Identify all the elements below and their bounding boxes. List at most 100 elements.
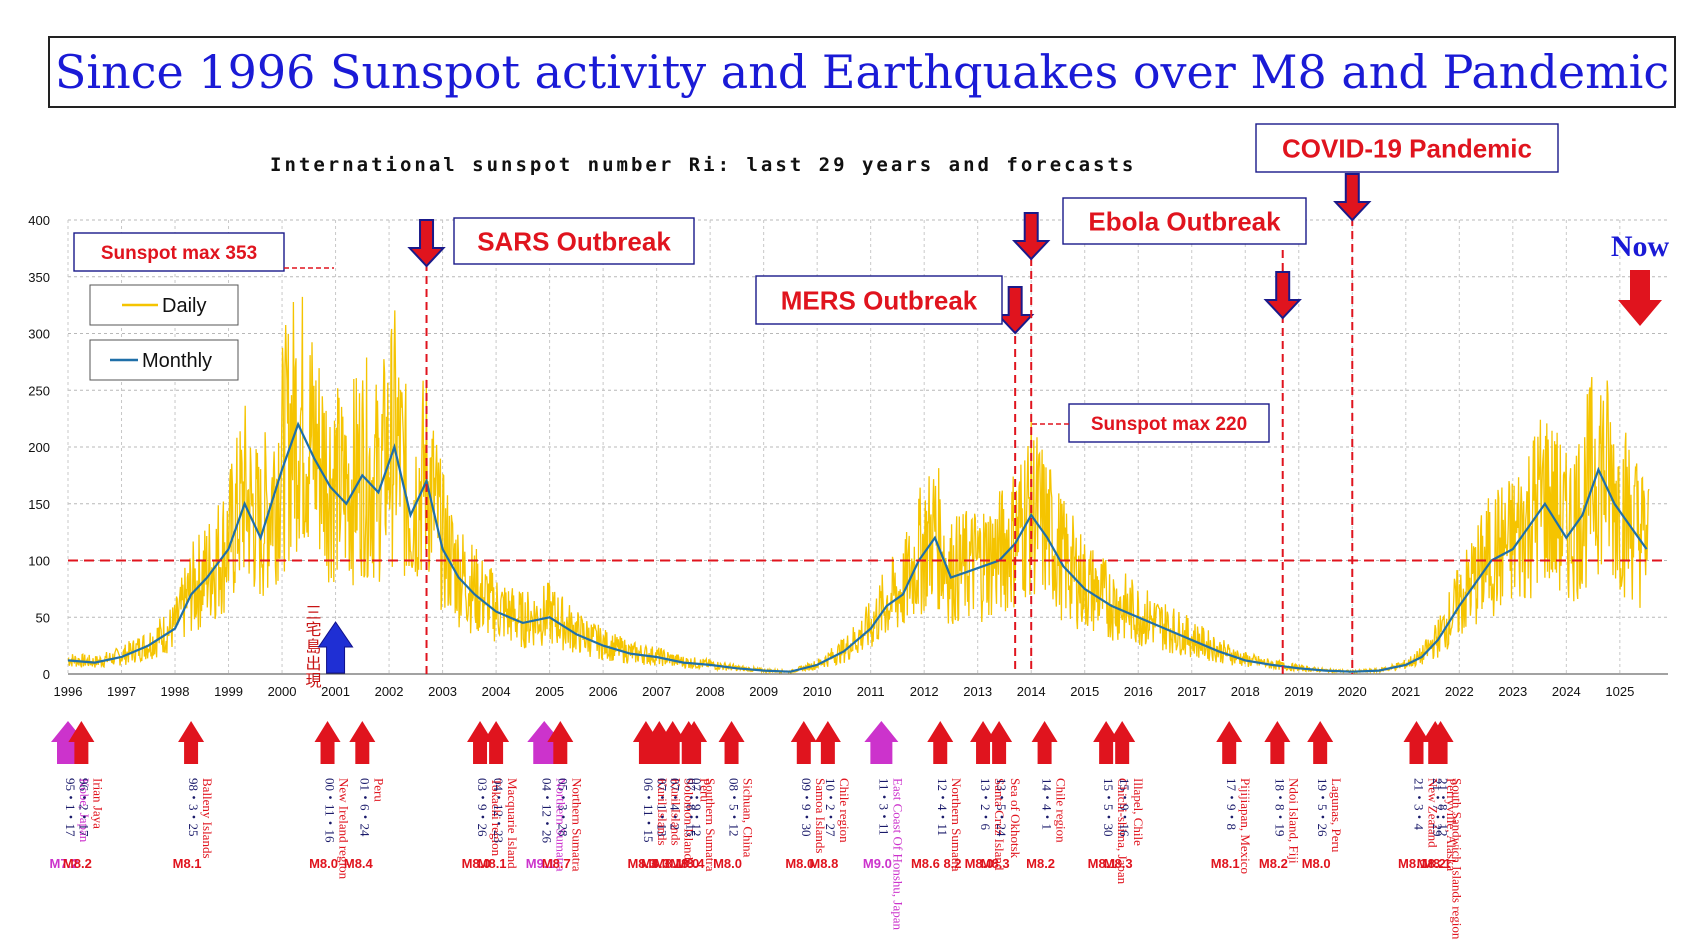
quake-label: 17・9・8 Pijijiapan, Mexico: [1224, 778, 1253, 874]
quake-place: Sea of Okhotsk: [1008, 778, 1023, 859]
ebola-outbreak-label: Ebola Outbreak: [1088, 206, 1281, 236]
quake-date: 14・4・1: [1040, 778, 1055, 830]
quake-arrow: [864, 721, 899, 764]
quake-magnitude: M8.0: [713, 856, 742, 871]
quake-mag-group: M8.0: [965, 856, 994, 871]
quake-place: New Ireland region: [337, 778, 352, 880]
quake-magnitude: M8.3: [981, 856, 1010, 871]
quake-mag-group: M8.0: [785, 856, 814, 871]
quake-magnitude: M8.0: [670, 856, 699, 871]
quake-date: 96・2・17: [76, 778, 91, 837]
x-tick-label: 2002: [375, 684, 404, 699]
quake-place: Solomon Islands: [682, 778, 697, 865]
quake-magnitude: M8.8: [809, 856, 838, 871]
quake-label: 04・12・23 Macquarie Island: [491, 778, 520, 869]
x-tick-label: 2022: [1445, 684, 1474, 699]
monthly-series-line: [67, 421, 1648, 673]
quake-place: Peru: [371, 778, 386, 802]
quake-magnitude: M8.2: [1259, 856, 1288, 871]
quake-label: 21・8・12 South Sandwich Islands region: [1436, 778, 1465, 940]
quake-magnitude: M8.1: [1422, 856, 1451, 871]
quake-place: Pijijiapan, Mexico: [1238, 778, 1253, 874]
quake-label: 19・5・26 Lagunas, Peru: [1315, 778, 1344, 853]
quake-label: 07・8・15 Peru: [684, 778, 713, 837]
quake-magnitude: M8.6 8.2: [911, 856, 962, 871]
legend-daily-box: [89, 284, 239, 326]
quake-label: 10・2・27 Chile region: [823, 778, 852, 843]
quake-arrow: [927, 721, 954, 764]
quake-arrow: [1093, 721, 1120, 764]
quake-label: 96・2・17 Irian Jaya: [76, 778, 105, 837]
x-tick-label: 1998: [161, 684, 190, 699]
quake-place: Northern Sumatra: [553, 778, 568, 872]
quake-place: Chile region: [1054, 778, 1069, 843]
quake-magnitude: M8.0: [309, 856, 338, 871]
legend-daily-label: Daily: [162, 295, 206, 317]
kanji-char: 宅: [306, 620, 322, 639]
kanji-char: 出: [306, 654, 322, 673]
y-tick-label: 350: [28, 270, 50, 285]
quake-arrow: [1307, 721, 1334, 764]
x-tick-label: 2011: [857, 684, 885, 699]
x-tick-label: 2024: [1552, 684, 1581, 699]
quake-label: 01・6・24 Peru: [357, 778, 386, 837]
kanji-char: 三: [306, 603, 322, 622]
quake-arrow: [314, 721, 341, 764]
quake-mag-group: M8.6 8.2: [911, 856, 962, 871]
quake-date: 07・4・2: [668, 778, 683, 830]
x-tick-label: 2000: [268, 684, 297, 699]
quake-magnitude: M8.3: [641, 856, 670, 871]
sunspot-max-220-box: [1068, 403, 1270, 443]
quake-magnitude: M8.2: [63, 856, 92, 871]
quake-date: 15・5・30: [1101, 778, 1116, 837]
x-tick-label: 2023: [1498, 684, 1527, 699]
quake-place: Sichuan, China: [741, 778, 756, 858]
ebola-outbreak-box: [1062, 197, 1307, 245]
blue-up-arrow: [317, 621, 354, 674]
quake-arrow: [1216, 721, 1243, 764]
quake-mag-group: M8.2: [1417, 856, 1446, 871]
x-tick-label: 2005: [535, 684, 564, 699]
x-tick-label: 2007: [642, 684, 671, 699]
sunspot-max-353-box: [73, 232, 285, 272]
quake-date: 07・1・13: [654, 778, 669, 837]
quake-label: 07・4・2 Solomon Islands: [668, 778, 697, 865]
quake-magnitude: M8.3: [1104, 856, 1133, 871]
quake-place: East Coast Of Honshu, Japan: [890, 778, 905, 931]
ebola-arrow: [1011, 212, 1051, 261]
quake-date: 06・11・15: [641, 778, 656, 843]
sunspot-max-353-label: Sunspot max 353: [101, 243, 257, 264]
quake-date: 11・3・11: [876, 778, 891, 836]
quake-date: 17・9・8: [1224, 778, 1239, 830]
quake-place: Illapel, Chile: [1131, 778, 1146, 846]
quake-arrow: [467, 721, 494, 764]
quake-place: Southern Sumatra: [703, 778, 718, 872]
x-tick-label: 2001: [321, 684, 350, 699]
earthquakes-layer: 95・1・17 Kobe, Japan M7.2 96・2・17 Irian Jaya M…: [50, 721, 1465, 940]
quake-label: 04・12・26 Northern Sumatra: [539, 778, 568, 872]
x-tick-label: 2004: [482, 684, 511, 699]
quake-date: 13・5・24: [994, 778, 1009, 837]
quake-magnitude: M7.2: [50, 856, 79, 871]
quake-magnitude: M8.1: [173, 856, 202, 871]
x-tick-label: 2006: [589, 684, 618, 699]
quake-magnitude: M8.0: [965, 856, 994, 871]
quake-magnitude: M8.0: [785, 856, 814, 871]
quake-place: Northern Sumatra: [949, 778, 964, 872]
quake-mag-group: M8.2: [63, 856, 92, 871]
quake-arrow: [1427, 721, 1454, 764]
quake-label: 15・5・30 Chichi-shima, Japan: [1101, 778, 1130, 885]
quake-date: 09・9・30: [799, 778, 814, 837]
x-tick-label: 2012: [910, 684, 939, 699]
quake-magnitude: M8.1: [478, 856, 507, 871]
quake-mag-group: M8.1: [1398, 856, 1427, 871]
quake-magnitude: M8.0: [462, 856, 491, 871]
quake-label: 08・5・12 Sichuan, China: [727, 778, 756, 858]
covid-pandemic-label: COVID-19 Pandemic: [1282, 133, 1532, 163]
x-tick-label: 2008: [696, 684, 725, 699]
x-tick-label: 1996: [54, 684, 83, 699]
quake-date: 21・3・4: [1411, 778, 1426, 831]
quake-label: 13・2・6 Santa Cruz Island: [978, 778, 1007, 871]
